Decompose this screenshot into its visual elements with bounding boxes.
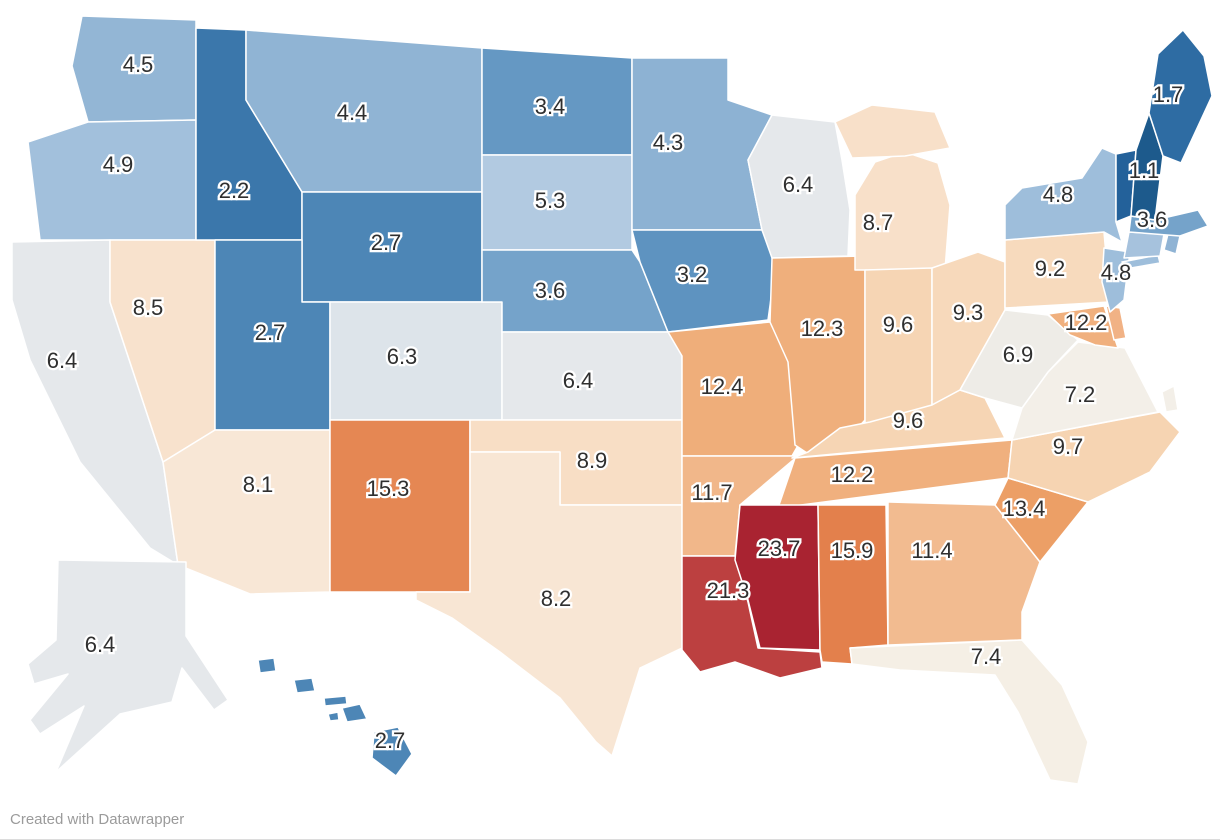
state-pennsylvania[interactable] [1004,231,1111,309]
states-layer [11,15,1213,785]
state-arizona[interactable] [162,429,331,595]
state-new-hampshire[interactable] [1130,112,1164,221]
state-maine[interactable] [1148,29,1213,164]
state-texas[interactable] [415,451,683,757]
state-south-dakota[interactable] [481,154,633,251]
state-florida[interactable] [849,639,1089,785]
datawrapper-credit-link[interactable]: Created with Datawrapper [10,811,185,828]
state-new-york[interactable] [1004,147,1123,243]
state-north-dakota[interactable] [481,47,633,156]
state-hawaii-molokai[interactable] [323,695,348,707]
state-colorado[interactable] [329,301,503,421]
state-kansas[interactable] [501,331,683,421]
state-hawaii-oahu[interactable] [293,677,316,694]
state-alabama[interactable] [817,504,889,665]
state-washington[interactable] [71,15,197,123]
state-alaska[interactable] [27,559,229,773]
state-indiana[interactable] [864,267,933,427]
state-michigan-upper[interactable] [834,104,951,159]
state-hawaii-maui[interactable] [341,703,368,723]
state-michigan-lower[interactable] [854,151,951,271]
state-new-mexico[interactable] [329,419,471,593]
state-connecticut[interactable] [1123,231,1165,259]
state-hawaii-big-island[interactable] [371,726,413,777]
state-wyoming[interactable] [301,191,483,303]
state-hawaii-lanai[interactable] [327,711,340,722]
state-north-carolina[interactable] [1007,411,1181,503]
state-minnesota[interactable] [631,57,773,231]
state-oregon[interactable] [27,119,197,241]
state-rhode-island[interactable] [1163,233,1181,255]
state-virginia-eastern-shore[interactable] [1161,385,1179,413]
state-hawaii-kauai[interactable] [257,657,277,674]
state-maryland[interactable] [1047,305,1119,349]
